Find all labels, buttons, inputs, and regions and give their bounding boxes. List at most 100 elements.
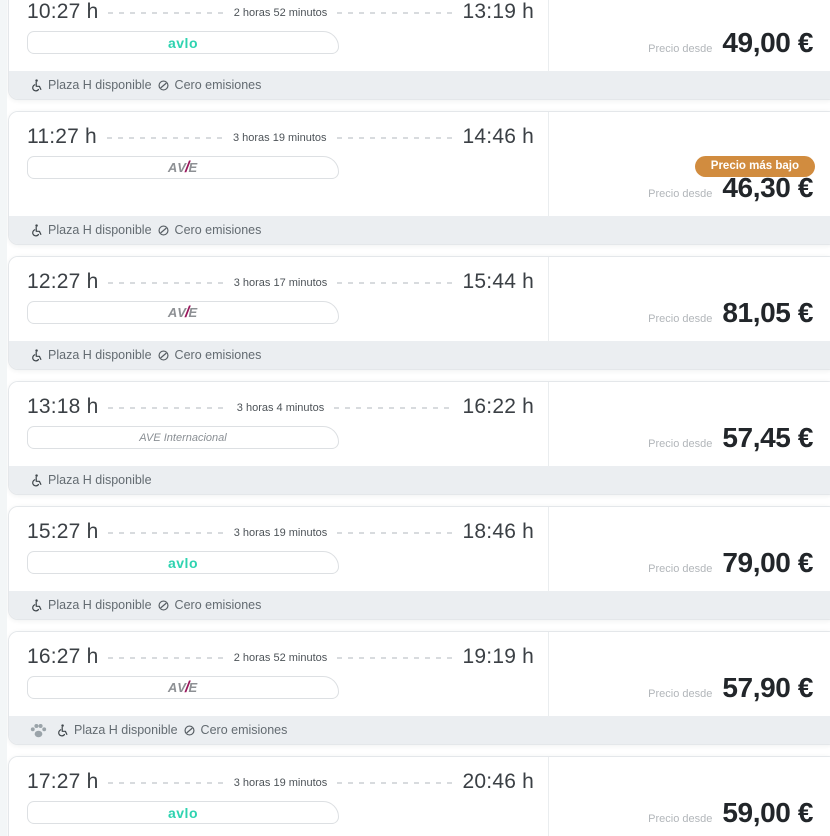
card-main: 17:27 h 3 horas 19 minutos 20:46 h avlo …	[9, 757, 830, 836]
card-main: 15:27 h 3 horas 19 minutos 18:46 h avlo …	[9, 507, 830, 591]
train-result-card[interactable]: 11:27 h 3 horas 19 minutos 14:46 h avlo …	[8, 111, 830, 245]
train-result-card[interactable]: 16:27 h 2 horas 52 minutos 19:19 h avlo …	[8, 631, 830, 745]
price-from-label: Precio desde	[648, 563, 713, 575]
price-column: Precio más bajo Precio desde 46,30 €	[549, 112, 830, 216]
arrival-time: 13:19 h	[462, 0, 534, 23]
slashed-circle-icon	[183, 724, 196, 737]
departure-time: 16:27 h	[27, 645, 99, 668]
card-footer: Plaza H disponible Cero emisiones	[9, 591, 830, 619]
train-result-card[interactable]: 12:27 h 3 horas 17 minutos 15:44 h avlo …	[8, 256, 830, 370]
train-results-list: 10:27 h 2 horas 52 minutos 13:19 h avlo …	[8, 0, 830, 836]
duration-dash-left	[108, 657, 224, 659]
journey-info: 15:27 h 3 horas 19 minutos 18:46 h avlo …	[9, 507, 549, 591]
accessible-seat-label: Plaza H disponible	[48, 78, 152, 92]
wheelchair-icon	[29, 598, 43, 613]
train-brand-box: avlo AV/E AVE Internacional	[27, 676, 339, 699]
card-main: 10:27 h 2 horas 52 minutos 13:19 h avlo …	[9, 0, 830, 71]
duration-label: 3 horas 19 minutos	[232, 132, 327, 144]
accessible-seat-label: Plaza H disponible	[48, 473, 152, 487]
zero-emissions-label: Cero emisiones	[174, 223, 262, 237]
price-row: Precio desde 46,30 €	[648, 172, 813, 204]
card-footer: Plaza H disponible Cero emisiones	[9, 71, 830, 99]
zero-emissions-indicator: Cero emisiones	[183, 723, 288, 737]
journey-info: 11:27 h 3 horas 19 minutos 14:46 h avlo …	[9, 112, 549, 216]
price-value: 57,45 €	[722, 422, 813, 453]
price-value: 59,00 €	[722, 797, 813, 828]
duration-label: 2 horas 52 minutos	[233, 7, 328, 19]
price-value: 57,90 €	[722, 672, 813, 703]
arrival-time: 18:46 h	[462, 520, 534, 543]
accessible-seat-indicator: Plaza H disponible	[29, 598, 152, 613]
card-main: 12:27 h 3 horas 17 minutos 15:44 h avlo …	[9, 257, 830, 341]
paw-icon	[30, 723, 47, 737]
duration-dash-left	[108, 407, 227, 409]
accessible-seat-label: Plaza H disponible	[48, 223, 152, 237]
price-row: Precio desde 57,90 €	[648, 672, 813, 704]
price-from-label: Precio desde	[648, 188, 713, 200]
duration-dash-left	[106, 137, 223, 139]
avlo-logo: avlo	[167, 554, 198, 571]
train-result-card[interactable]: 10:27 h 2 horas 52 minutos 13:19 h avlo …	[8, 0, 830, 100]
price-column: Precio más bajo Precio desde 59,00 €	[549, 757, 830, 836]
train-result-card[interactable]: 15:27 h 3 horas 19 minutos 18:46 h avlo …	[8, 506, 830, 620]
duration-dash-left	[108, 782, 224, 784]
duration-dash-left	[108, 282, 224, 284]
price-from-label: Precio desde	[648, 688, 713, 700]
card-main: 11:27 h 3 horas 19 minutos 14:46 h avlo …	[9, 112, 830, 216]
zero-emissions-label: Cero emisiones	[200, 723, 288, 737]
card-main: 13:18 h 3 horas 4 minutos 16:22 h avlo A…	[9, 382, 830, 466]
departure-time: 17:27 h	[27, 770, 99, 793]
wheelchair-icon	[29, 223, 43, 238]
journey-info: 16:27 h 2 horas 52 minutos 19:19 h avlo …	[9, 632, 549, 716]
price-row: Precio desde 57,45 €	[648, 422, 813, 454]
price-row: Precio desde 79,00 €	[648, 547, 813, 579]
times-row: 11:27 h 3 horas 19 minutos 14:46 h	[27, 125, 534, 149]
train-result-card[interactable]: 17:27 h 3 horas 19 minutos 20:46 h avlo …	[8, 756, 830, 836]
train-brand-box: avlo AV/E AVE Internacional	[27, 426, 339, 449]
departure-time: 13:18 h	[27, 395, 99, 418]
price-value: 46,30 €	[722, 172, 813, 203]
duration-label: 3 horas 4 minutos	[236, 402, 325, 414]
zero-emissions-label: Cero emisiones	[174, 78, 262, 92]
accessible-seat-indicator: Plaza H disponible	[29, 78, 152, 93]
times-row: 13:18 h 3 horas 4 minutos 16:22 h	[27, 395, 534, 419]
slashed-circle-icon	[157, 79, 170, 92]
duration-label: 3 horas 19 minutos	[233, 527, 328, 539]
zero-emissions-indicator: Cero emisiones	[157, 348, 261, 362]
departure-time: 10:27 h	[27, 0, 99, 23]
duration-dash-left	[108, 532, 224, 534]
pets-allowed-indicator	[29, 722, 48, 739]
train-brand-box: avlo AV/E AVE Internacional	[27, 551, 339, 574]
price-column: Precio más bajo Precio desde 79,00 €	[549, 507, 830, 591]
page-left-margin	[0, 0, 7, 836]
arrival-time: 14:46 h	[462, 125, 535, 148]
wheelchair-icon	[29, 78, 43, 93]
wheelchair-icon	[29, 348, 43, 363]
times-row: 17:27 h 3 horas 19 minutos 20:46 h	[27, 770, 534, 794]
train-brand-box: avlo AV/E AVE Internacional	[27, 301, 339, 324]
zero-emissions-indicator: Cero emisiones	[157, 223, 262, 237]
duration-dash-right	[336, 137, 453, 139]
accessible-seat-label: Plaza H disponible	[48, 598, 152, 612]
price-value: 81,05 €	[722, 297, 813, 328]
zero-emissions-indicator: Cero emisiones	[157, 598, 261, 612]
times-row: 12:27 h 3 horas 17 minutos 15:44 h	[27, 270, 534, 294]
train-brand-box: avlo AV/E AVE Internacional	[27, 801, 339, 824]
price-from-label: Precio desde	[648, 438, 713, 450]
duration-label: 3 horas 19 minutos	[233, 777, 328, 789]
accessible-seat-indicator: Plaza H disponible	[29, 348, 152, 363]
price-column: Precio más bajo Precio desde 81,05 €	[549, 257, 830, 341]
times-row: 16:27 h 2 horas 52 minutos 19:19 h	[27, 645, 534, 669]
zero-emissions-indicator: Cero emisiones	[157, 78, 262, 92]
accessible-seat-indicator: Plaza H disponible	[29, 473, 152, 488]
duration-dash-right	[334, 407, 453, 409]
slashed-circle-icon	[157, 599, 170, 612]
times-row: 15:27 h 3 horas 19 minutos 18:46 h	[27, 520, 534, 544]
arrival-time: 20:46 h	[462, 770, 534, 793]
departure-time: 12:27 h	[27, 270, 99, 293]
duration-dash-right	[337, 782, 453, 784]
price-row: Precio desde 49,00 €	[648, 27, 813, 59]
price-column: Precio más bajo Precio desde 57,45 €	[549, 382, 830, 466]
times-row: 10:27 h 2 horas 52 minutos 13:19 h	[27, 0, 534, 24]
train-result-card[interactable]: 13:18 h 3 horas 4 minutos 16:22 h avlo A…	[8, 381, 830, 495]
